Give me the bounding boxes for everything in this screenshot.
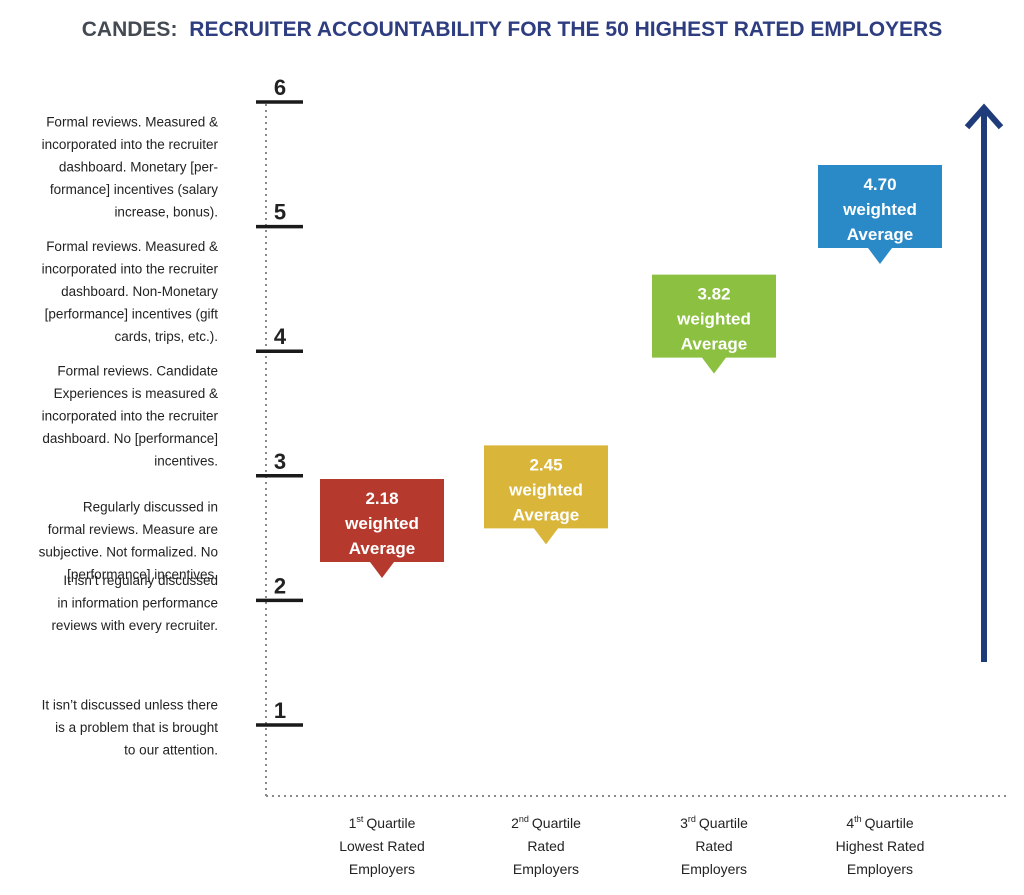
y-tick-label: 6 [274,75,286,100]
value-label: 2.18 [365,489,398,508]
level-description: It isn’t regularly discussed in informati… [51,573,218,633]
level-description: It isn’t discussed unless there is a prob… [42,698,219,758]
callout-3: 3.82 weighted Average [652,274,776,374]
increase-arrow-icon [964,103,1004,662]
category-line: Rated [527,838,564,854]
category-label: 2nd Quartile Rated Employers [511,814,581,877]
callout-4: 4.70 weighted Average [818,164,942,264]
chart-title-prefix: CANDES: [82,18,178,41]
category-label: 3rd Quartile Rated Employers [680,814,748,877]
category-line: Employers [513,861,579,877]
category-line: Lowest Rated [339,838,425,854]
level-descriptions: It isn’t discussed unless there is a prob… [39,114,219,757]
callout-marker [484,445,608,545]
category-line: Rated [695,838,732,854]
callout-line2: Average [847,225,913,244]
axes [265,104,1010,797]
y-ticks: 1 2 3 4 5 6 [256,75,303,727]
callout-marker [818,164,942,264]
callout-1: 2.18 weighted Average [320,478,444,578]
callout-marker [320,478,444,578]
category-line: Employers [349,861,415,877]
y-tick-label: 3 [274,449,286,474]
callout-line2: Average [681,335,747,354]
y-tick-label: 2 [274,573,286,598]
callout-line1: weighted [842,200,917,219]
category-line: Highest Rated [836,838,925,854]
category-label: 1st Quartile Lowest Rated Employers [339,814,425,877]
callout-2: 2.45 weighted Average [484,445,608,545]
value-label: 2.45 [529,455,562,474]
chart-title: CANDES: RECRUITER ACCOUNTABILITY FOR THE… [82,18,942,41]
callout-marker [652,274,776,374]
category-quartile: 1st Quartile [349,814,416,831]
level-description: Regularly discussed in formal reviews. Me… [39,499,218,581]
value-label: 3.82 [697,285,730,304]
level-description: Formal reviews. Measured & incorporated i… [42,239,219,344]
arrow-head [964,103,1004,130]
callout-line2: Average [349,539,415,558]
category-quartile: 4th Quartile [846,814,914,831]
callout-line2: Average [513,505,579,524]
callout-line1: weighted [344,514,419,533]
category-line: Employers [847,861,913,877]
chart-title-main: RECRUITER ACCOUNTABILITY FOR THE 50 HIGH… [189,18,942,41]
callout-line1: weighted [508,480,583,499]
callout-line1: weighted [676,310,751,329]
category-quartile: 3rd Quartile [680,814,748,831]
y-tick-label: 5 [274,200,286,225]
value-label: 4.70 [863,175,896,194]
y-tick-label: 4 [274,324,287,349]
callouts: 2.18weightedAverage2.45weightedAverage3.… [320,164,942,578]
y-tick-label: 1 [274,698,286,723]
level-description: Formal reviews. Candidate Experiences is … [42,364,219,469]
category-line: Employers [681,861,747,877]
level-description: Formal reviews. Measured & incorporated i… [42,114,219,219]
category-quartile: 2nd Quartile [511,814,581,831]
category-label: 4th Quartile Highest Rated Employers [836,814,925,877]
